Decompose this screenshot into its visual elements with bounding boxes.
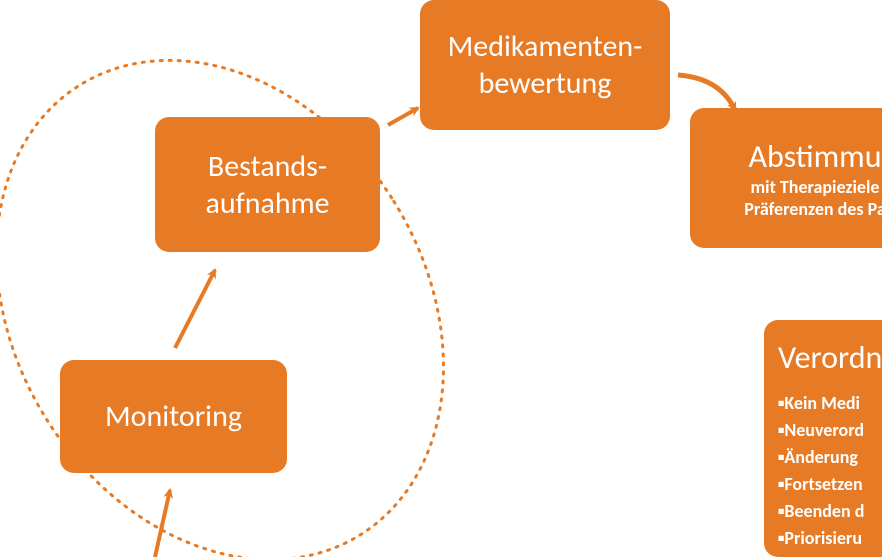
node-title: Abstimmu — [748, 137, 881, 176]
bullet-item: ▪Neuverord — [778, 417, 864, 444]
diagram-stage: { "canvas": { "width": 882, "height": 55… — [0, 0, 882, 557]
arrow-into-monitoring — [155, 490, 170, 557]
node-monitoring: Monitoring — [60, 360, 287, 473]
node-abstimmung: Abstimmu mit Therapieziele Präferenzen d… — [690, 108, 882, 248]
node-subtitle-line: Präferenzen des Pa — [744, 198, 882, 220]
arrow-medik-to-abstimm-curve — [678, 75, 735, 110]
node-label-line: Bestands- — [208, 148, 327, 185]
node-medikamentenbewertung: Medikamenten- bewertung — [420, 0, 670, 130]
bullet-item: ▪Änderung — [778, 444, 864, 471]
arrow-monitoring-to-bestand — [175, 270, 215, 348]
node-label-line: bewertung — [479, 65, 612, 102]
node-label-line: aufnahme — [205, 185, 329, 222]
node-label-line: Monitoring — [105, 398, 242, 435]
bullet-item: ▪Priorisieru — [778, 525, 864, 552]
bullet-item: ▪Kein Medi — [778, 390, 864, 417]
node-title: Verordn — [764, 338, 882, 377]
node-label-line: Medikamenten- — [448, 28, 643, 65]
arrow-bestand-to-medik — [388, 108, 418, 125]
verordnung-bullets: ▪Kein Medi▪Neuverord▪Änderung ▪Fortsetze… — [778, 390, 864, 552]
bullet-item: ▪Beenden d — [778, 498, 864, 525]
node-bestandsaufnahme: Bestands- aufnahme — [155, 117, 380, 252]
bullet-item: ▪Fortsetzen — [778, 471, 864, 498]
node-subtitle-line: mit Therapieziele — [751, 176, 880, 198]
